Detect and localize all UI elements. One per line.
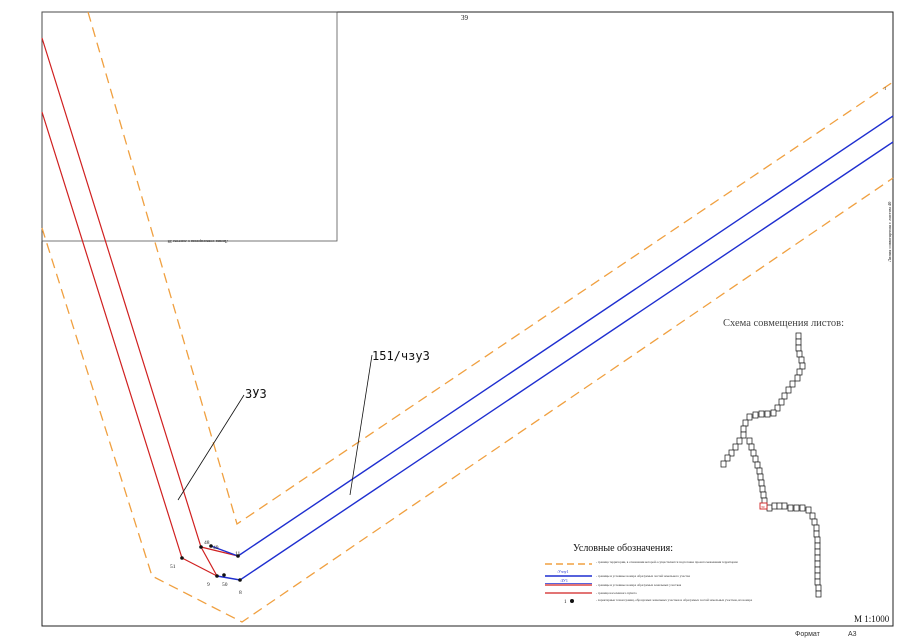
match-line-right: Линия совмещения с листом 40 [887,201,892,262]
legend-item-label: :Учзу1 [557,569,568,574]
legend-item-label: 1 [564,600,567,605]
point-label: 49 [213,545,219,551]
leader-line-151 [349,354,373,496]
scheme-current-sheet-label: 39 [761,505,765,509]
parcel-boundary [41,37,239,577]
point-label: 51 [170,564,176,570]
point-label: 50 [222,582,228,588]
legend-item-text: - характерные точки границ, образуемых з… [596,598,753,603]
point-marker [215,574,219,578]
legend-item-text: - граница территории, в отношении которо… [596,560,738,565]
scheme-sheets [720,332,822,598]
overlap-inset [41,11,338,242]
boundary-points [180,544,242,582]
edge-marker: 1 [884,86,886,91]
callout-zu3: ЗУ3 [245,387,267,401]
legend-item-label: :ЗУ1 [560,578,568,583]
point-marker [236,554,240,558]
point-marker [238,578,242,582]
scale-label: M 1:1000 [854,614,890,624]
point-marker [209,544,213,548]
point-marker [180,556,184,560]
point-marker [222,573,226,577]
point-label: 11 [235,551,241,557]
scheme-title: Схема совмещения листов: [723,318,844,329]
scheme-current-sheet [759,502,768,510]
legend-item-text: - границы и условные номера образуемых з… [596,583,682,587]
territory-boundary [41,11,894,623]
legend-item-text: - границы и условные номера образуемых ч… [596,574,691,578]
point-label: 9 [207,582,210,588]
sheet-number: 39 [461,14,469,22]
match-line-left: Линия совмещения с листом 38 [167,239,228,244]
point-label: 48 [204,540,210,546]
callout-151: 151/чзу3 [372,349,430,363]
legend-title: Условные обозначения: [573,543,673,554]
legend: Условные обозначения: - граница территор… [545,543,753,605]
legend-symbol-point [570,599,574,603]
format-value: А3 [848,631,857,638]
point-marker [199,545,203,549]
legend-item-text: - граница населенного пункта [596,591,637,595]
sheet-frame [41,11,894,627]
leader-line-zu3 [177,394,245,501]
point-label: 8 [239,590,242,596]
format-label: Формат [795,631,821,638]
